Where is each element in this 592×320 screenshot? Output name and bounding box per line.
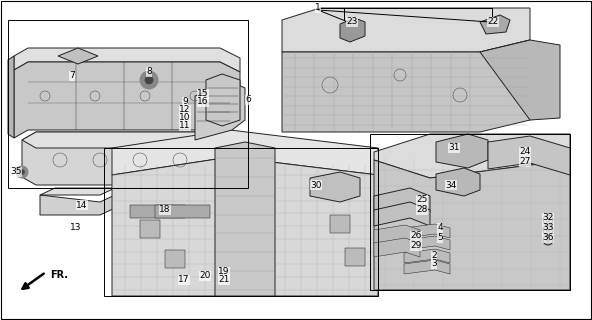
Text: 18: 18	[159, 205, 170, 214]
Polygon shape	[40, 195, 115, 215]
Polygon shape	[40, 188, 115, 195]
Text: 24: 24	[519, 148, 530, 156]
Text: 13: 13	[70, 223, 82, 233]
Polygon shape	[112, 130, 378, 175]
Text: 10: 10	[179, 114, 191, 123]
Bar	[370, 134, 570, 290]
Text: 25: 25	[416, 196, 427, 204]
Text: 31: 31	[448, 143, 460, 153]
Text: 34: 34	[445, 180, 456, 189]
Text: 29: 29	[410, 242, 422, 251]
Polygon shape	[8, 56, 14, 138]
Circle shape	[543, 225, 553, 235]
Circle shape	[546, 238, 550, 242]
Circle shape	[543, 215, 553, 225]
Circle shape	[546, 218, 550, 222]
Text: 30: 30	[310, 180, 321, 189]
Polygon shape	[22, 132, 240, 148]
Bar	[104, 148, 378, 296]
Text: 27: 27	[519, 157, 530, 166]
Polygon shape	[404, 224, 450, 238]
Text: 6: 6	[245, 95, 251, 105]
Circle shape	[16, 166, 28, 178]
Text: 2: 2	[431, 252, 437, 260]
Polygon shape	[374, 134, 570, 178]
Text: 22: 22	[487, 18, 498, 27]
Text: 15: 15	[197, 90, 209, 99]
Circle shape	[20, 170, 24, 174]
Circle shape	[145, 76, 153, 84]
Text: 33: 33	[542, 223, 554, 233]
Polygon shape	[22, 132, 240, 185]
Text: 5: 5	[437, 234, 443, 243]
Polygon shape	[14, 62, 240, 138]
Text: 28: 28	[416, 205, 427, 214]
Text: 3: 3	[431, 260, 437, 268]
Polygon shape	[58, 48, 98, 64]
Polygon shape	[436, 134, 488, 168]
Polygon shape	[374, 160, 570, 290]
Text: FR.: FR.	[50, 270, 68, 280]
Polygon shape	[480, 15, 510, 34]
Polygon shape	[345, 248, 365, 266]
Text: 21: 21	[218, 276, 230, 284]
Text: 17: 17	[178, 276, 190, 284]
Text: 20: 20	[200, 271, 211, 281]
Polygon shape	[130, 205, 185, 218]
Text: 7: 7	[69, 71, 75, 81]
Polygon shape	[155, 205, 210, 218]
Bar	[8, 20, 248, 188]
Text: 19: 19	[218, 268, 230, 276]
Polygon shape	[195, 82, 245, 140]
Polygon shape	[282, 8, 530, 52]
Text: 32: 32	[542, 213, 554, 222]
Polygon shape	[480, 40, 560, 120]
Polygon shape	[206, 74, 240, 126]
Text: 4: 4	[437, 223, 443, 233]
Polygon shape	[436, 168, 480, 196]
Text: 9: 9	[182, 98, 188, 107]
Text: 11: 11	[179, 122, 191, 131]
Polygon shape	[215, 142, 275, 296]
Text: 1: 1	[315, 4, 321, 12]
Text: 36: 36	[542, 234, 554, 243]
Polygon shape	[404, 249, 450, 263]
Polygon shape	[374, 188, 430, 212]
Text: 16: 16	[197, 98, 209, 107]
Polygon shape	[374, 202, 430, 226]
Text: 12: 12	[179, 106, 191, 115]
Text: 23: 23	[346, 18, 358, 27]
Circle shape	[543, 235, 553, 245]
Text: 26: 26	[410, 231, 422, 241]
Polygon shape	[404, 236, 450, 250]
Polygon shape	[14, 48, 240, 72]
Circle shape	[140, 71, 158, 89]
Polygon shape	[112, 157, 378, 296]
Polygon shape	[404, 260, 450, 274]
Polygon shape	[330, 215, 350, 233]
Polygon shape	[310, 172, 360, 202]
Polygon shape	[340, 18, 365, 42]
Text: 8: 8	[146, 68, 152, 76]
Polygon shape	[165, 250, 185, 268]
Text: 14: 14	[76, 201, 88, 210]
Circle shape	[546, 228, 550, 232]
Polygon shape	[374, 225, 420, 244]
Polygon shape	[374, 238, 420, 257]
Polygon shape	[140, 220, 160, 238]
Polygon shape	[282, 40, 530, 132]
Text: 35: 35	[10, 167, 22, 177]
Polygon shape	[488, 136, 570, 175]
